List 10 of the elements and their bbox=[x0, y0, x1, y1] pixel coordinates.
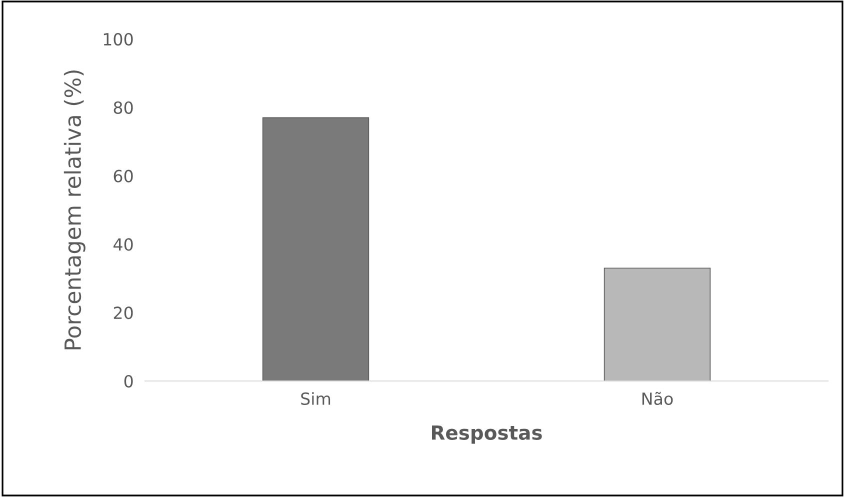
y-tick-label: 80 bbox=[114, 101, 133, 114]
y-tick-label: 100 bbox=[104, 32, 133, 46]
x-axis-title: Respostas bbox=[432, 426, 542, 444]
y-tick-label: 0 bbox=[124, 374, 133, 388]
y-axis-title: Porcentagem relativa (%) bbox=[64, 70, 86, 350]
y-tick-label: 20 bbox=[114, 306, 133, 320]
x-tick-label: Não bbox=[642, 392, 673, 406]
x-tick-label: Sim bbox=[301, 392, 330, 406]
y-tick-label: 60 bbox=[114, 170, 133, 182]
y-tick-label: 40 bbox=[113, 238, 133, 251]
